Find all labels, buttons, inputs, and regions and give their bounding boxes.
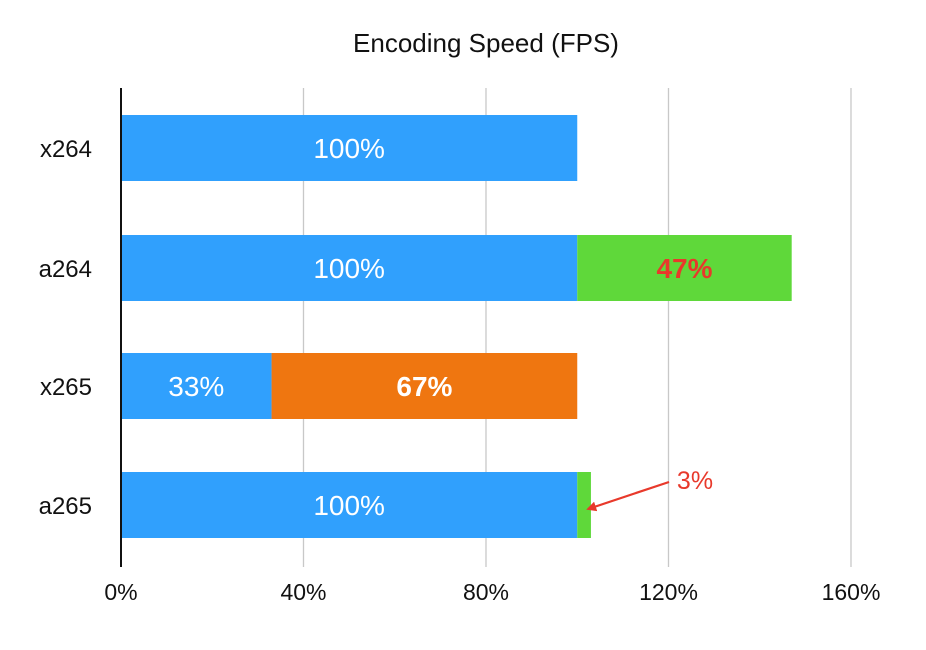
data-label-x265-other: 67%: [396, 371, 452, 402]
x-tick-label: 80%: [463, 579, 509, 605]
bar-x265-base: [121, 353, 272, 419]
x-tick-label: 0%: [104, 579, 137, 605]
x-tick-label: 120%: [639, 579, 698, 605]
bar-a264-gain: [577, 235, 792, 301]
data-label-a264-gain: 47%: [656, 253, 712, 284]
bar-a265-base: [121, 472, 578, 538]
data-label-x265-base: 33%: [168, 371, 224, 402]
bar-x264-base: [121, 115, 578, 181]
bar-a265-gain: [577, 472, 591, 538]
bar-a264-base: [121, 235, 578, 301]
annotation-arrow: [586, 480, 670, 512]
data-label-x264-base: 100%: [313, 133, 385, 164]
chart-title: Encoding Speed (FPS): [353, 28, 619, 58]
x-tick-label: 40%: [280, 579, 326, 605]
data-label-a264-base: 100%: [313, 253, 385, 284]
category-label-x264: x264: [40, 136, 92, 163]
data-label-a265-base: 100%: [313, 490, 385, 521]
category-label-a264: a264: [39, 256, 92, 283]
bar-x265-other: [271, 353, 578, 419]
category-label-x265: x265: [40, 374, 92, 401]
x-tick-label: 160%: [822, 579, 881, 605]
category-label-a265: a265: [39, 493, 92, 520]
annotation-label: 3%: [677, 467, 713, 495]
